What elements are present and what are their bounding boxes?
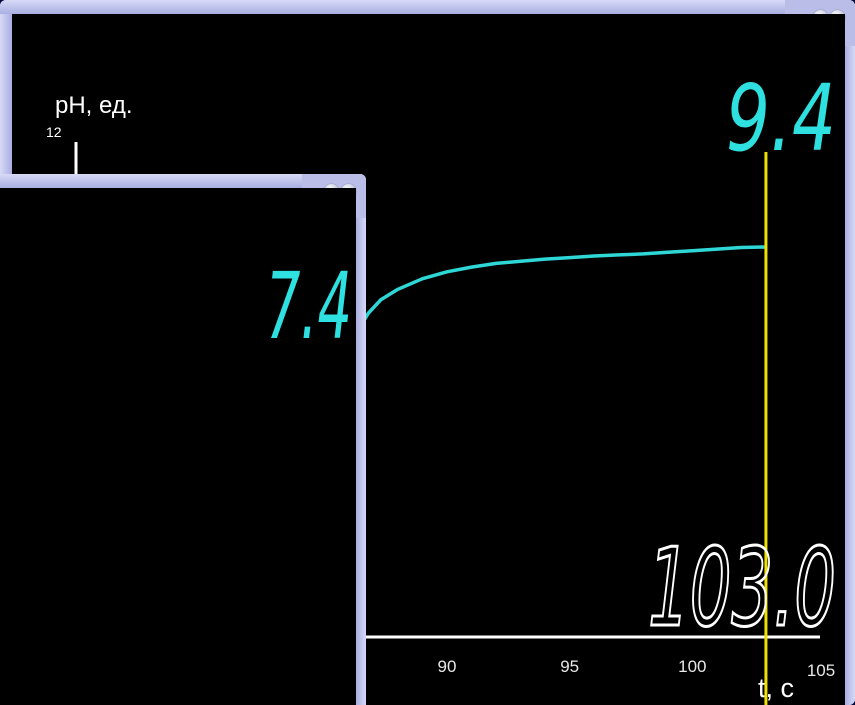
title-bar[interactable] — [0, 0, 855, 14]
x-axis-label: t, с — [758, 673, 794, 703]
inset-frame-right — [356, 174, 366, 705]
window-frame-right — [845, 0, 855, 705]
x-ticks: 90 95 100 105 — [438, 657, 836, 680]
inset-title-bar[interactable] — [0, 174, 366, 188]
x-tick-label-90: 90 — [438, 657, 457, 676]
ph-curve — [349, 245, 766, 351]
x-tick-label-95: 95 — [560, 657, 579, 676]
y-axis-label: pH, ед. — [55, 92, 133, 119]
y-tick-label-12: 12 — [46, 124, 62, 140]
time-readout: 103.0 — [648, 526, 836, 651]
x-tick-label-100: 100 — [678, 657, 706, 676]
inset-ph-readout: 7.4 — [266, 253, 352, 360]
inset-svg: 7.4 — [266, 253, 352, 360]
x-tick-label-105: 105 — [807, 661, 835, 680]
inset-window: 7.4 — [0, 174, 366, 705]
ph-readout: 9.4 — [726, 65, 836, 172]
inset-display — [0, 188, 356, 705]
